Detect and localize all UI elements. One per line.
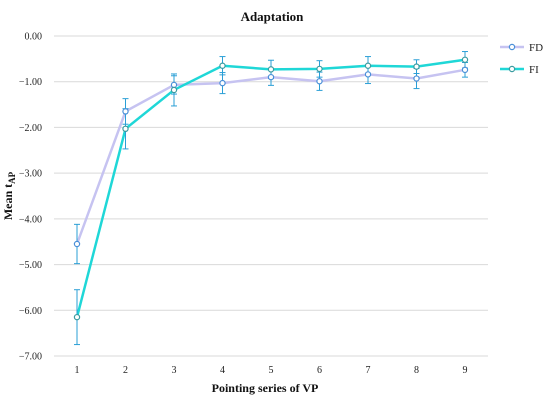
y-axis-title-subscript: AP (7, 171, 17, 183)
data-point-fi (122, 125, 129, 133)
legend-item-fi: FI (500, 64, 539, 76)
x-tick-label: 6 (317, 365, 322, 376)
x-tick-label: 5 (269, 365, 274, 376)
legend: FD FI (500, 42, 543, 76)
data-point-fd (267, 73, 275, 81)
data-point-fd (219, 79, 226, 87)
data-point-fd (413, 75, 420, 82)
y-tick-label: −4.00 (19, 214, 42, 225)
y-tick-label: −7.00 (19, 352, 42, 363)
data-point-fi (170, 86, 178, 94)
y-tick-label: −5.00 (19, 260, 42, 271)
x-tick-label: 1 (75, 365, 80, 376)
y-tick-label: −2.00 (19, 123, 42, 134)
legend-marker-fd (508, 43, 516, 51)
series-lines (75, 58, 466, 318)
x-tick-label: 7 (366, 365, 371, 376)
y-axis-title-main: Mean t (1, 184, 15, 220)
data-point-fd (170, 81, 178, 89)
series-line-fd (75, 68, 466, 245)
y-tick-label: 0.00 (25, 32, 43, 43)
data-point-fi (267, 66, 275, 73)
data-point-fi (73, 313, 81, 321)
data-point-fd (461, 66, 469, 74)
data-point-fd (122, 108, 129, 115)
data-point-fi (461, 56, 469, 63)
y-tick-label: −6.00 (19, 306, 42, 317)
data-point-fi (219, 62, 226, 69)
data-point-fi (364, 62, 372, 69)
y-axis-title: Mean tAP (1, 171, 17, 220)
legend-label-fi: FI (529, 64, 539, 76)
x-tick-label: 3 (172, 365, 177, 376)
series-line-fi (75, 58, 466, 318)
legend-item-fd: FD (500, 42, 543, 54)
data-point-fd (316, 78, 323, 85)
data-point-fi (413, 63, 420, 70)
y-tick-label: −1.00 (19, 77, 42, 88)
data-markers (73, 56, 469, 321)
data-point-fi (316, 65, 323, 73)
x-tick-label: 8 (414, 365, 419, 376)
data-point-fd (73, 240, 81, 248)
y-tick-label: −3.00 (19, 169, 42, 180)
data-point-fd (364, 71, 372, 78)
x-tick-label: 4 (220, 365, 225, 376)
chart-title: Adaptation (241, 9, 305, 24)
x-tick-label: 2 (123, 365, 128, 376)
x-tick-labels: 1 2 3 4 5 6 7 8 9 (75, 365, 468, 376)
error-bars (74, 51, 468, 346)
legend-label-fd: FD (529, 42, 543, 54)
y-tick-labels: 0.00 −1.00 −2.00 −3.00 −4.00 −5.00 −6.00 −7.00 (19, 32, 42, 363)
x-tick-label: 9 (463, 365, 468, 376)
legend-marker-fi (508, 65, 516, 73)
x-axis-title: Pointing series of VP (212, 381, 319, 395)
